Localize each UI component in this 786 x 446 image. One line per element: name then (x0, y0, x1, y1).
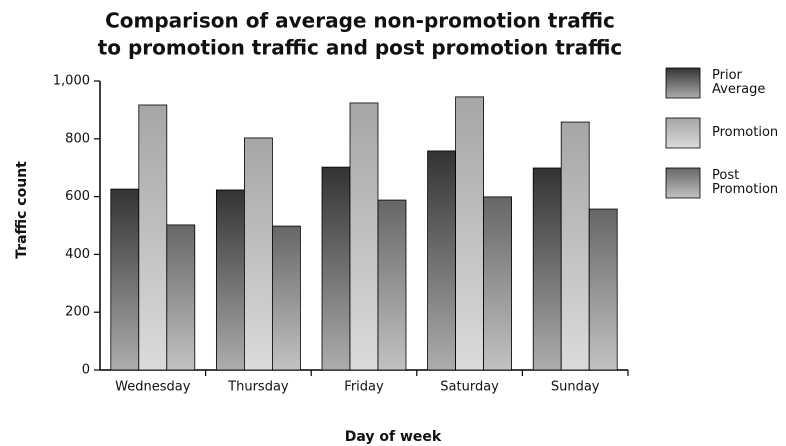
bar (483, 196, 513, 371)
x-tick-label: Wednesday (115, 380, 191, 395)
bar (243, 137, 273, 371)
bar (532, 167, 562, 371)
y-tick-label: 1,000 (53, 74, 90, 89)
chart-subtitle: to promotion traffic and post promotion … (98, 36, 623, 60)
bar (271, 225, 301, 371)
x-tick-label: Saturday (440, 380, 499, 395)
bar (215, 189, 245, 371)
y-tick-label: 600 (65, 189, 90, 204)
x-tick-label: Thursday (227, 380, 289, 395)
y-tick-label: 0 (82, 363, 90, 378)
legend-label: Promotion (712, 125, 779, 140)
chart-title: Comparison of average non-promotion traf… (105, 9, 615, 33)
bar (321, 166, 351, 371)
bar (138, 104, 168, 371)
bar (427, 150, 457, 371)
legend-swatch (665, 117, 701, 149)
bar (166, 224, 196, 371)
bar (455, 96, 485, 371)
bar (110, 188, 140, 371)
y-tick-label: 800 (65, 131, 90, 146)
y-tick-label: 200 (65, 305, 90, 320)
bar (588, 208, 618, 371)
legend-label: Prior Average (712, 68, 766, 97)
legend-swatch (665, 167, 701, 199)
x-axis-title: Day of week (345, 429, 442, 445)
legend-swatch (665, 67, 701, 99)
x-tick-label: Sunday (551, 380, 600, 395)
y-tick-label: 400 (65, 247, 90, 262)
legend-label: Post Promotion (712, 168, 779, 197)
bar (560, 121, 590, 371)
bar (377, 199, 407, 371)
y-axis-title: Traffic count (14, 161, 30, 259)
x-tick-label: Friday (344, 380, 384, 395)
bar (349, 102, 379, 371)
